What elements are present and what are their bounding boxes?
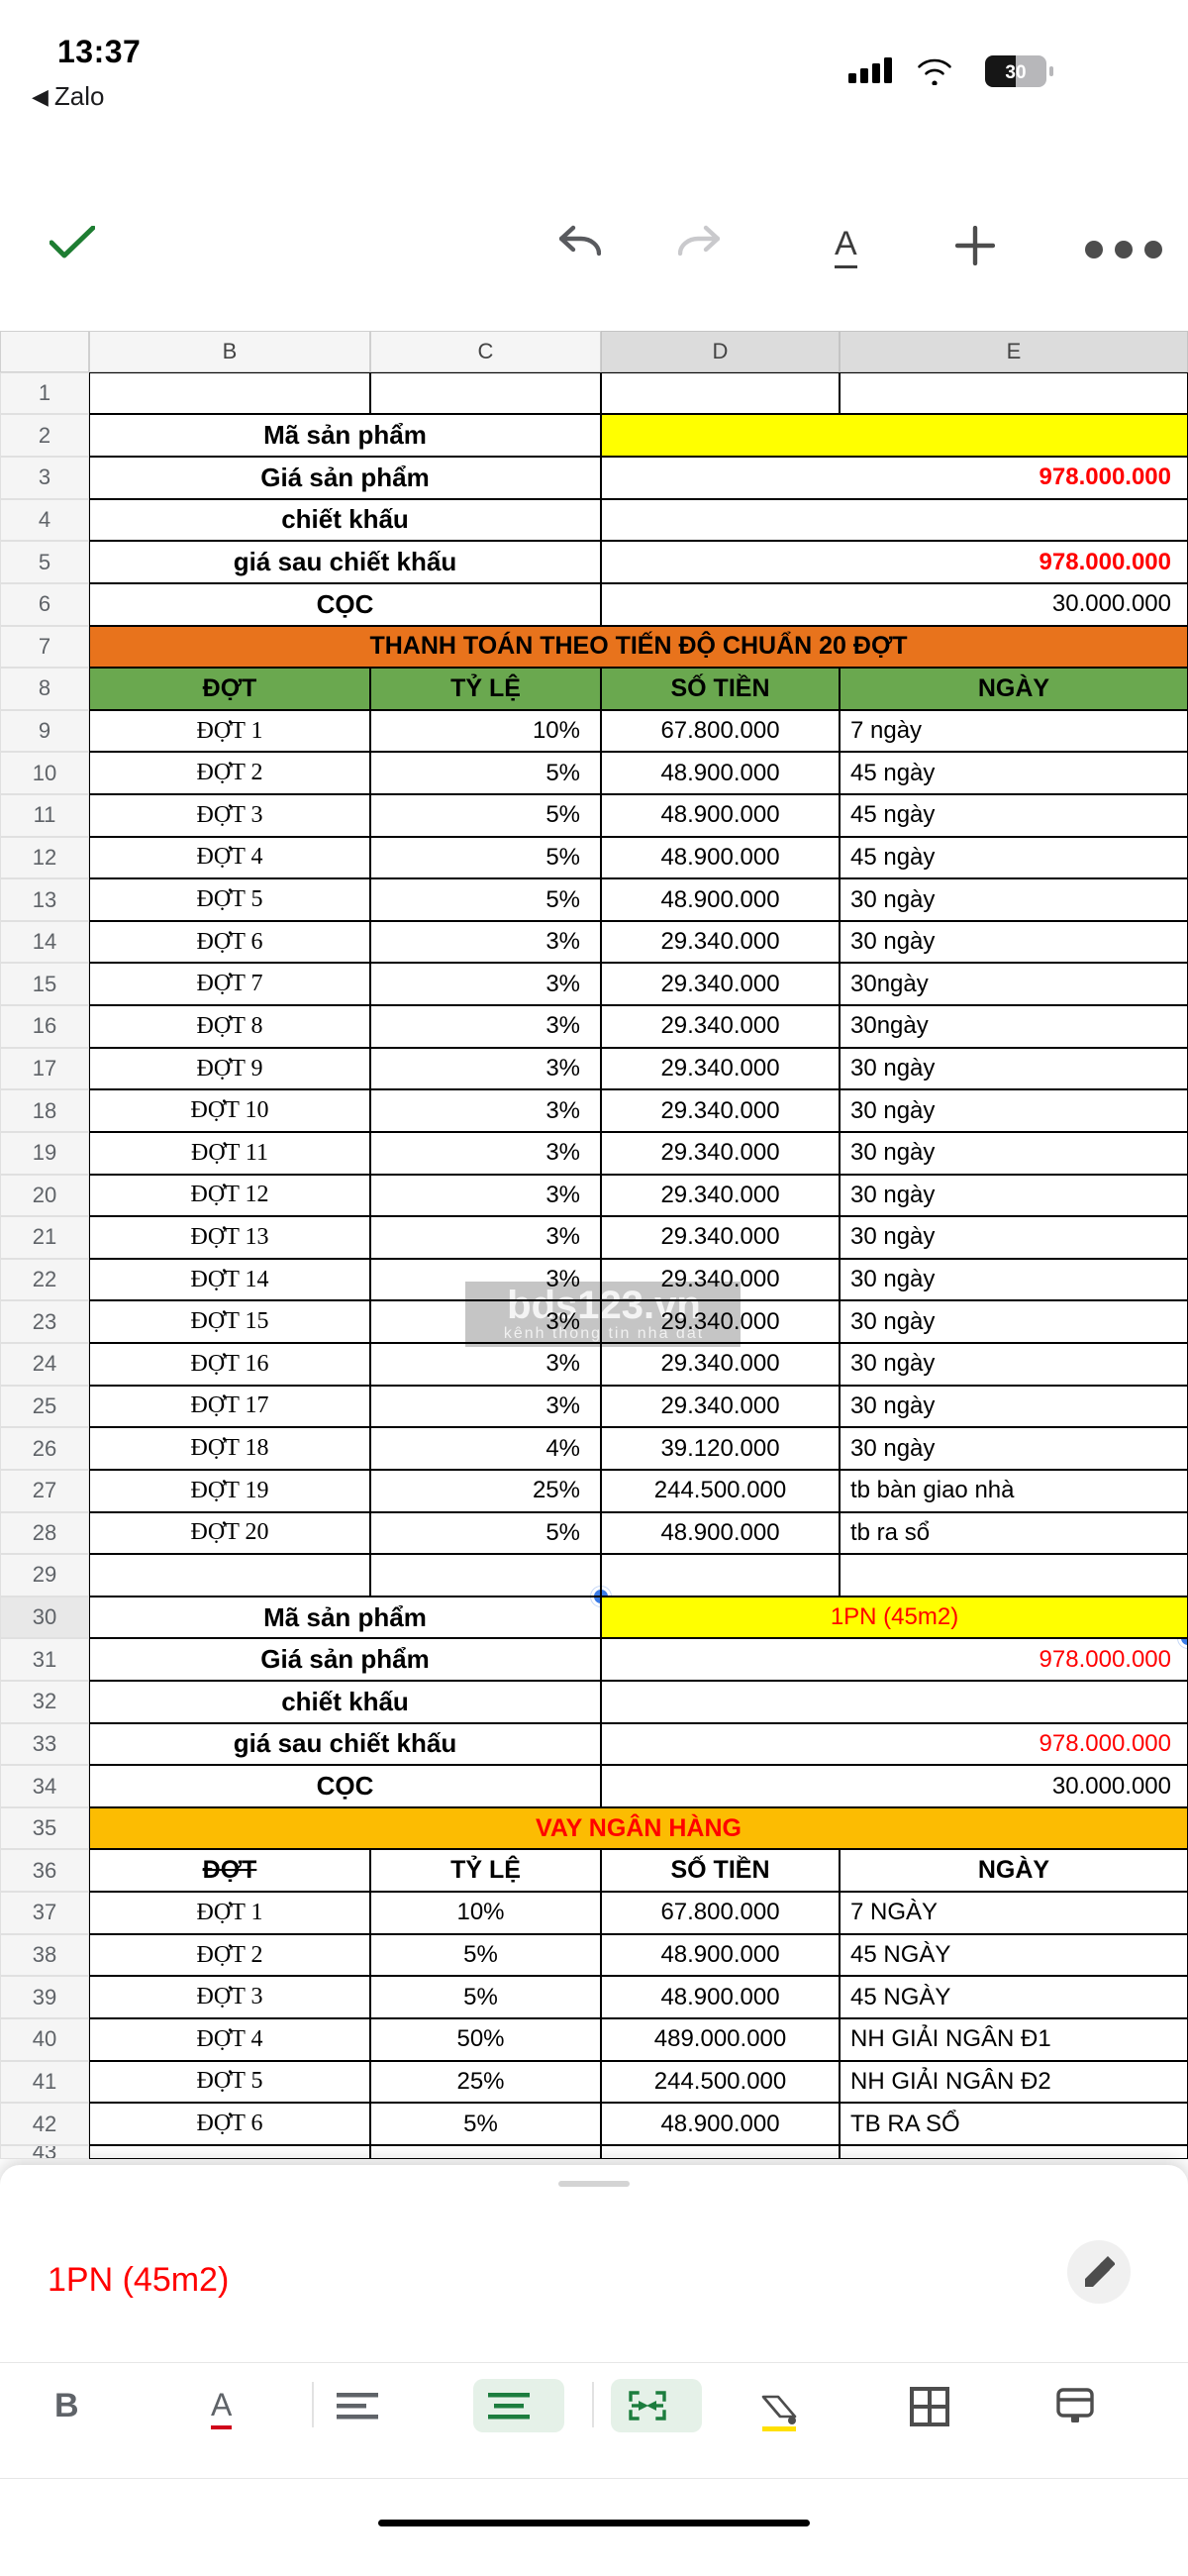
svg-text:30: 30 bbox=[1005, 62, 1026, 83]
